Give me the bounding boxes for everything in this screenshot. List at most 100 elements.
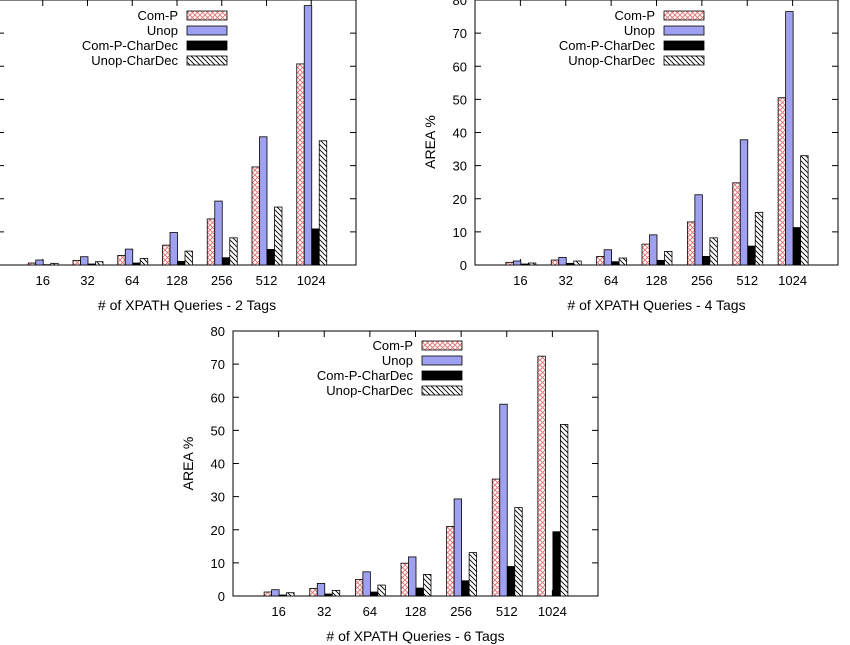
bar-com-p-chardec-512 — [747, 245, 756, 265]
bar-com-p-256 — [446, 526, 455, 596]
bar-unop-chardec-256 — [468, 552, 478, 596]
bar-unop-64 — [124, 248, 134, 265]
bar-com-p-chardec-32 — [87, 263, 96, 265]
bar-com-p-64 — [354, 579, 364, 596]
x-tick-label: 32 — [559, 273, 573, 288]
bar-com-p-chardec-64 — [132, 262, 141, 265]
x-tick-label: 32 — [80, 273, 94, 288]
bar-unop-chardec-16 — [286, 592, 295, 596]
bar-com-p-128 — [400, 562, 409, 596]
bar-com-p-1024 — [296, 63, 305, 265]
bar-com-p-16 — [505, 261, 514, 265]
y-tick-label: 60 — [211, 390, 225, 405]
bar-unop-16 — [271, 589, 280, 596]
y-tick-label: 10 — [453, 225, 467, 240]
bar-unop-chardec-16 — [527, 262, 537, 265]
x-tick-label: 1024 — [778, 273, 807, 288]
bar-com-p-32 — [72, 259, 81, 265]
bar-unop-chardec-256 — [229, 237, 238, 265]
legend-swatch-com-p-chardec — [186, 40, 228, 51]
legend-swatch-unop — [421, 355, 463, 366]
y-tick-label: 80 — [211, 324, 225, 339]
legend-label-com-p-chardec: Com-P-CharDec — [82, 38, 179, 53]
legend-swatch-com-p-chardec — [663, 40, 705, 51]
y-tick-label: 60 — [453, 59, 467, 74]
bar-unop-chardec-256 — [709, 237, 718, 265]
legend-swatch-unop-chardec — [421, 385, 463, 396]
bar-com-p-1024 — [537, 355, 546, 596]
y-tick-label: 40 — [453, 126, 467, 141]
y-tick-label: 50 — [453, 92, 467, 107]
y-tick-label: 0 — [218, 589, 225, 604]
y-tick-label: 30 — [453, 159, 467, 174]
x-tick-label: 256 — [211, 273, 233, 288]
bar-com-p-chardec-256 — [701, 255, 711, 265]
bar-unop-chardec-128 — [664, 251, 673, 265]
bar-com-p-chardec-16 — [520, 263, 529, 265]
x-tick-label: 512 — [736, 273, 758, 288]
x-tick-label: 64 — [604, 273, 618, 288]
legend-label-com-p-chardec: Com-P-CharDec — [559, 38, 656, 53]
bar-com-p-chardec-1024 — [552, 531, 561, 596]
bar-com-p-64 — [596, 255, 605, 265]
bar-unop-32 — [316, 583, 326, 596]
bar-unop-chardec-64 — [377, 584, 386, 596]
legend-label-unop: Unop — [624, 23, 655, 38]
bar-com-p-chardec-64 — [369, 591, 379, 596]
legend-swatch-com-p-chardec — [421, 370, 463, 381]
bar-unop-chardec-1024 — [318, 140, 328, 265]
legend-swatch-unop-chardec — [186, 55, 228, 66]
bar-com-p-chardec-256 — [461, 580, 470, 596]
y-tick-label: 20 — [211, 523, 225, 538]
bar-unop-chardec-512 — [514, 507, 523, 596]
x-tick-label: 512 — [256, 273, 278, 288]
legend-label-com-p: Com-P — [138, 8, 178, 23]
x-tick-label: 128 — [405, 604, 427, 619]
x-tick-label: 64 — [363, 604, 377, 619]
x-tick-label: 256 — [691, 273, 713, 288]
legend-swatch-com-p — [663, 10, 705, 21]
bar-com-p-512 — [251, 166, 260, 265]
x-tick-label: 128 — [646, 273, 668, 288]
bar-unop-128 — [408, 556, 417, 596]
x-axis-label: # of XPATH Queries - 2 Tags — [98, 297, 276, 313]
chart-panel-6-tags: 0 10 20 30 40 50 60 70 80 AREA % 16 32 64 128 256 512 10… — [180, 324, 599, 644]
y-tick-label: 70 — [453, 26, 467, 41]
bar-com-p-chardec-512 — [506, 566, 516, 596]
legend-label-com-p-chardec: Com-P-CharDec — [317, 368, 414, 383]
x-tick-label: 16 — [271, 604, 285, 619]
bar-unop-chardec-32 — [331, 589, 341, 596]
legend-swatch-com-p — [421, 340, 463, 351]
legend-label-com-p: Com-P — [615, 8, 655, 23]
y-tick-label: 20 — [453, 192, 467, 207]
legend-label-unop-chardec: Unop-CharDec — [326, 383, 413, 398]
x-tick-label: 1024 — [538, 604, 567, 619]
legend-label-unop-chardec: Unop-CharDec — [568, 53, 655, 68]
bar-unop-16 — [512, 260, 522, 265]
bar-unop-chardec-32 — [95, 261, 104, 265]
bar-unop-16 — [35, 259, 44, 265]
bar-com-p-128 — [162, 244, 171, 265]
bar-com-p-chardec-256 — [221, 257, 231, 265]
bar-com-p-chardec-128 — [177, 260, 186, 265]
bar-com-p-1024 — [777, 97, 787, 265]
bar-com-p-128 — [641, 243, 650, 265]
bar-com-p-chardec-1024 — [311, 228, 320, 265]
bar-com-p-chardec-128 — [656, 259, 665, 265]
x-tick-label: 256 — [450, 604, 472, 619]
bar-com-p-chardec-32 — [324, 593, 333, 596]
bar-unop-1024 — [303, 5, 313, 265]
bar-com-p-chardec-512 — [266, 249, 275, 265]
x-tick-label: 32 — [317, 604, 331, 619]
x-axis-label: # of XPATH Queries - 6 Tags — [326, 628, 504, 644]
y-tick-label: 10 — [211, 556, 225, 571]
bar-unop-chardec-16 — [50, 262, 59, 265]
y-axis-label: AREA % — [180, 437, 196, 491]
bar-unop-128 — [649, 234, 658, 265]
bar-unop-chardec-1024 — [800, 155, 809, 265]
bar-unop-32 — [80, 256, 89, 265]
x-tick-label: 512 — [496, 604, 518, 619]
bar-com-p-512 — [491, 478, 501, 596]
bar-com-p-32 — [309, 587, 318, 596]
